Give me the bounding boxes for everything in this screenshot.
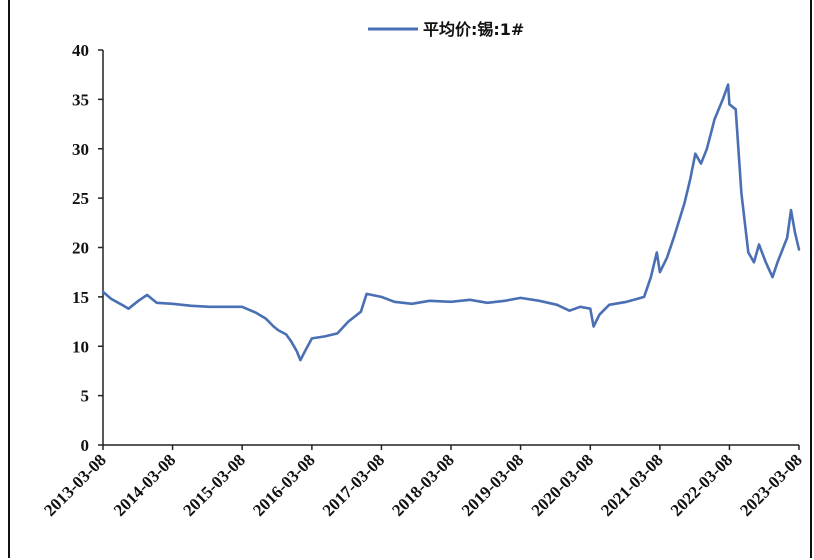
chart-frame	[8, 0, 812, 558]
y-tick-label: 35	[72, 90, 89, 109]
legend: 平均价:锡:1#	[368, 20, 524, 39]
y-tick-label: 25	[72, 189, 89, 208]
y-tick-label: 10	[72, 337, 89, 356]
x-tick-label: 2019-03-08	[458, 450, 528, 520]
x-tick-label: 2015-03-08	[179, 450, 249, 520]
y-tick-label: 5	[81, 387, 90, 406]
x-tick-label: 2020-03-08	[528, 450, 598, 520]
y-tick-label: 40	[72, 41, 89, 60]
x-axis: 2013-03-08 2014-03-08 2015-03-08 2016-03-08…	[40, 444, 806, 520]
x-tick-label: 2014-03-08	[110, 450, 180, 520]
x-tick-label: 2013-03-08	[40, 450, 110, 520]
y-tick-label: 30	[72, 140, 89, 159]
y-tick-label: 15	[72, 288, 89, 307]
x-tick-label: 2022-03-08	[667, 450, 737, 520]
x-tick-label: 2016-03-08	[249, 450, 319, 520]
x-tick-label: 2023-03-08	[736, 450, 806, 520]
x-tick-label: 2017-03-08	[319, 450, 389, 520]
x-tick-label: 2018-03-08	[388, 450, 458, 520]
series-line	[101, 83, 801, 362]
x-tick-label: 2021-03-08	[597, 450, 667, 520]
legend-label: 平均价:锡:1#	[423, 20, 524, 39]
y-tick-label: 0	[81, 436, 90, 455]
plot-area	[101, 83, 801, 362]
y-tick-label: 20	[72, 239, 89, 258]
y-axis: 0 5 10 15 20 25 30 35 40	[72, 41, 104, 455]
